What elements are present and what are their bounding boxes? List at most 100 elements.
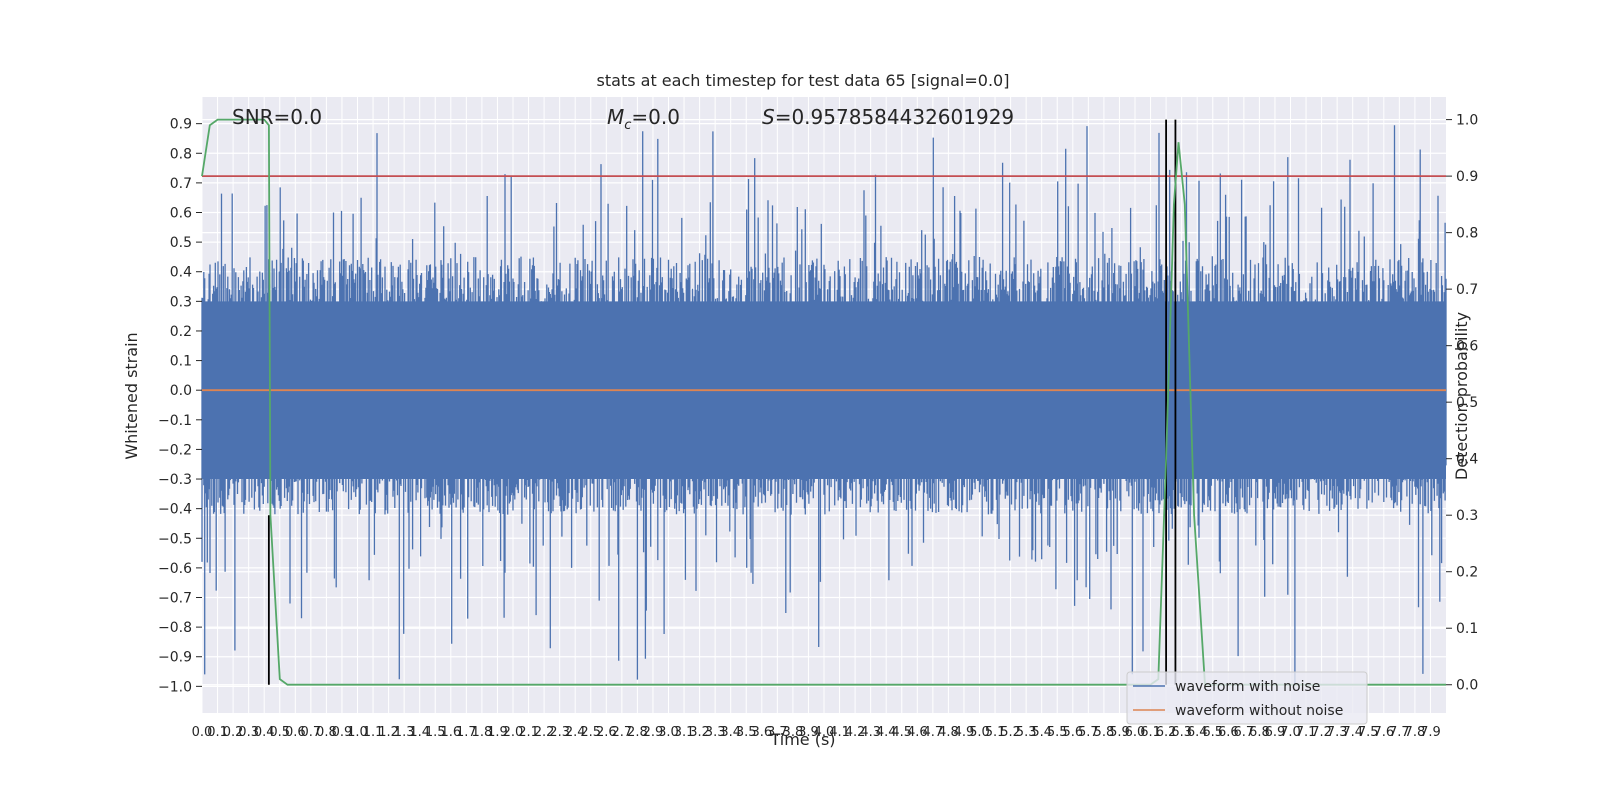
x-tick-label: 5.2 <box>1000 725 1021 740</box>
x-tick-label: 0.0 <box>192 725 213 740</box>
x-tick-label: 1.8 <box>472 725 493 740</box>
y-tick-label: −0.7 <box>158 591 192 607</box>
x-tick-label: 2.4 <box>565 725 586 740</box>
x-tick-label: 4.3 <box>860 725 881 740</box>
y-tick-label: 0.5 <box>170 235 192 251</box>
y-tick-label: −0.4 <box>158 502 192 518</box>
chirp-mass-annotation: Mc=0.0 <box>607 105 680 133</box>
x-tick-label: 3.7 <box>767 725 788 740</box>
y-tick-label: −0.5 <box>158 531 192 547</box>
x-tick-label: 3.3 <box>705 725 726 740</box>
x-tick-label: 3.0 <box>658 725 679 740</box>
y2-tick-label: 0.6 <box>1456 339 1478 355</box>
x-tick-label: 3.2 <box>689 725 710 740</box>
legend-label-noise: waveform with noise <box>1175 679 1320 695</box>
y2-tick-label: 0.5 <box>1456 395 1478 411</box>
x-tick-label: 4.1 <box>829 725 850 740</box>
x-tick-label: 6.3 <box>1171 725 1192 740</box>
x-tick-label: 3.4 <box>720 725 741 740</box>
x-tick-label: 5.1 <box>985 725 1006 740</box>
legend-box <box>1126 671 1368 725</box>
x-tick-label: 4.5 <box>891 725 912 740</box>
x-tick-label: 7.9 <box>1420 725 1441 740</box>
y-tick-label: −0.9 <box>158 650 192 666</box>
x-tick-label: 7.2 <box>1311 725 1332 740</box>
y-tick-label: 0.7 <box>170 176 192 192</box>
x-tick-label: 2.1 <box>518 725 539 740</box>
x-tick-label: 7.1 <box>1296 725 1317 740</box>
x-tick-label: 2.6 <box>596 725 617 740</box>
y2-tick-label: 0.0 <box>1456 678 1478 694</box>
y-tick-label: 0.6 <box>170 206 192 222</box>
x-tick-label: 6.2 <box>1156 725 1177 740</box>
x-tick-label: 3.9 <box>798 725 819 740</box>
x-tick-label: 7.4 <box>1342 725 1363 740</box>
x-tick-label: 3.8 <box>783 725 804 740</box>
x-tick-label: 5.8 <box>1094 725 1115 740</box>
y-tick-label: −1.0 <box>158 679 192 695</box>
chart-title: stats at each timestep for test data 65 … <box>597 71 1010 90</box>
x-tick-label: 1.5 <box>425 725 446 740</box>
legend-label-clean: waveform without noise <box>1175 703 1343 719</box>
y2-tick-label: 0.4 <box>1456 452 1478 468</box>
x-tick-label: 0.6 <box>285 725 306 740</box>
y2-tick-label: 0.1 <box>1456 621 1478 637</box>
x-tick-label: 0.4 <box>254 725 275 740</box>
x-tick-label: 2.0 <box>503 725 524 740</box>
x-tick-label: 2.8 <box>627 725 648 740</box>
y-tick-label: 0.0 <box>170 383 192 399</box>
x-tick-label: 3.6 <box>751 725 772 740</box>
y2-tick-label: 0.3 <box>1456 508 1478 524</box>
y2-tick-label: 0.9 <box>1456 169 1478 185</box>
y-axis-label: Whitened strain <box>122 332 141 459</box>
y-tick-label: 0.2 <box>170 324 192 340</box>
x-tick-label: 3.1 <box>674 725 695 740</box>
x-tick-label: 6.6 <box>1218 725 1239 740</box>
x-tick-label: 5.3 <box>1016 725 1037 740</box>
y-tick-label: −0.6 <box>158 561 192 577</box>
left-axis-ticks: −1.0 −0.9 −0.8 −0.7 −0.6 −0.5 −0.4 −0.3 −0.2 −0.1… <box>158 117 202 695</box>
y-tick-label: 0.8 <box>170 146 192 162</box>
snr-annotation: SNR=0.0 <box>232 105 322 129</box>
x-tick-label: 4.8 <box>938 725 959 740</box>
x-tick-label: 7.8 <box>1405 725 1426 740</box>
score-annotation: S=0.9578584432601929 <box>762 105 1014 129</box>
x-tick-label: 0.9 <box>332 725 353 740</box>
y2-tick-label: 0.8 <box>1456 226 1478 242</box>
x-tick-label: 4.4 <box>876 725 897 740</box>
x-tick-label: 1.6 <box>440 725 461 740</box>
y2-tick-label: 0.7 <box>1456 282 1478 298</box>
x-tick-label: 2.7 <box>612 725 633 740</box>
x-tick-label: 1.3 <box>394 725 415 740</box>
x-tick-label: 5.7 <box>1078 725 1099 740</box>
y2-tick-label: 0.2 <box>1456 565 1478 581</box>
x-tick-label: 6.1 <box>1140 725 1161 740</box>
y2-tick-label: 1.0 <box>1456 113 1478 129</box>
x-tick-label: 1.2 <box>378 725 399 740</box>
x-tick-label: 5.0 <box>969 725 990 740</box>
x-tick-label: 5.9 <box>1109 725 1130 740</box>
x-tick-label: 1.9 <box>487 725 508 740</box>
x-tick-label: 6.9 <box>1265 725 1286 740</box>
y-tick-label: 0.4 <box>170 265 192 281</box>
x-tick-label: 7.5 <box>1358 725 1379 740</box>
x-tick-label: 7.0 <box>1280 725 1301 740</box>
x-tick-label: 4.6 <box>907 725 928 740</box>
x-tick-label: 1.0 <box>347 725 368 740</box>
y-tick-label: −0.2 <box>158 442 192 458</box>
x-tick-label: 6.5 <box>1202 725 1223 740</box>
x-tick-label: 2.2 <box>534 725 555 740</box>
detection-probability-line <box>201 118 1446 686</box>
y2-axis-label: Detection probability <box>1452 312 1471 480</box>
y-tick-label: 0.1 <box>170 354 192 370</box>
x-axis-label: Time (s) <box>769 730 835 749</box>
x-tick-label: 7.6 <box>1373 725 1394 740</box>
series-lines <box>201 118 1446 686</box>
y-tick-label: −0.3 <box>158 472 192 488</box>
y-tick-label: −0.1 <box>158 413 192 429</box>
x-tick-label: 0.3 <box>238 725 259 740</box>
x-tick-label: 2.5 <box>580 725 601 740</box>
right-axis-ticks: 0.0 0.1 0.2 0.3 0.4 0.5 0.6 0.7 0.8 0.9 1.0 <box>1446 113 1478 694</box>
x-tick-label: 6.0 <box>1125 725 1146 740</box>
